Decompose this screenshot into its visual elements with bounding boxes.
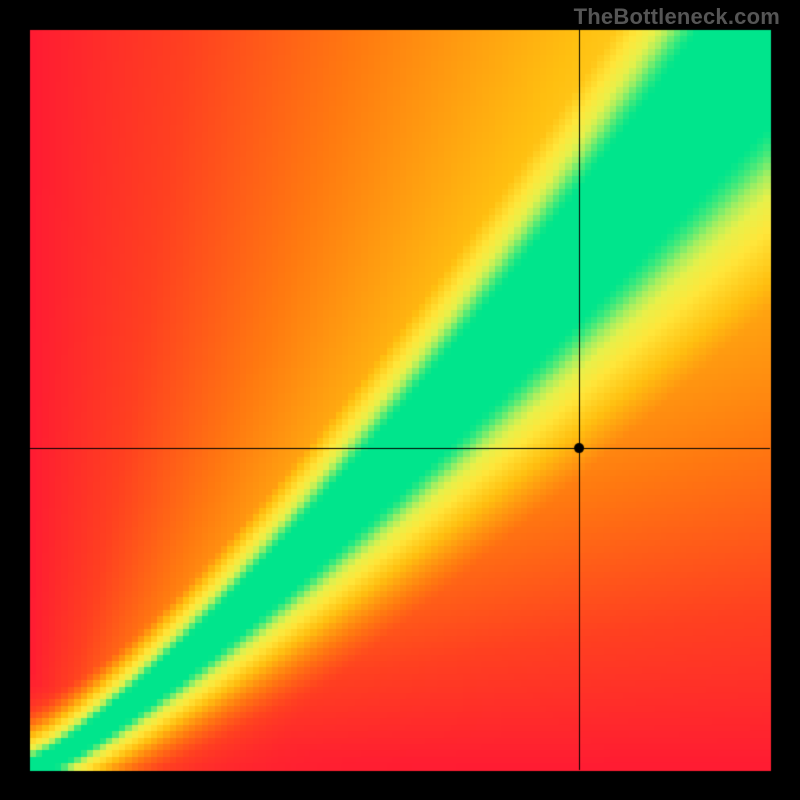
root-container: TheBottleneck.com [0, 0, 800, 800]
bottleneck-heatmap-canvas [0, 0, 800, 800]
watermark-text: TheBottleneck.com [574, 4, 780, 30]
